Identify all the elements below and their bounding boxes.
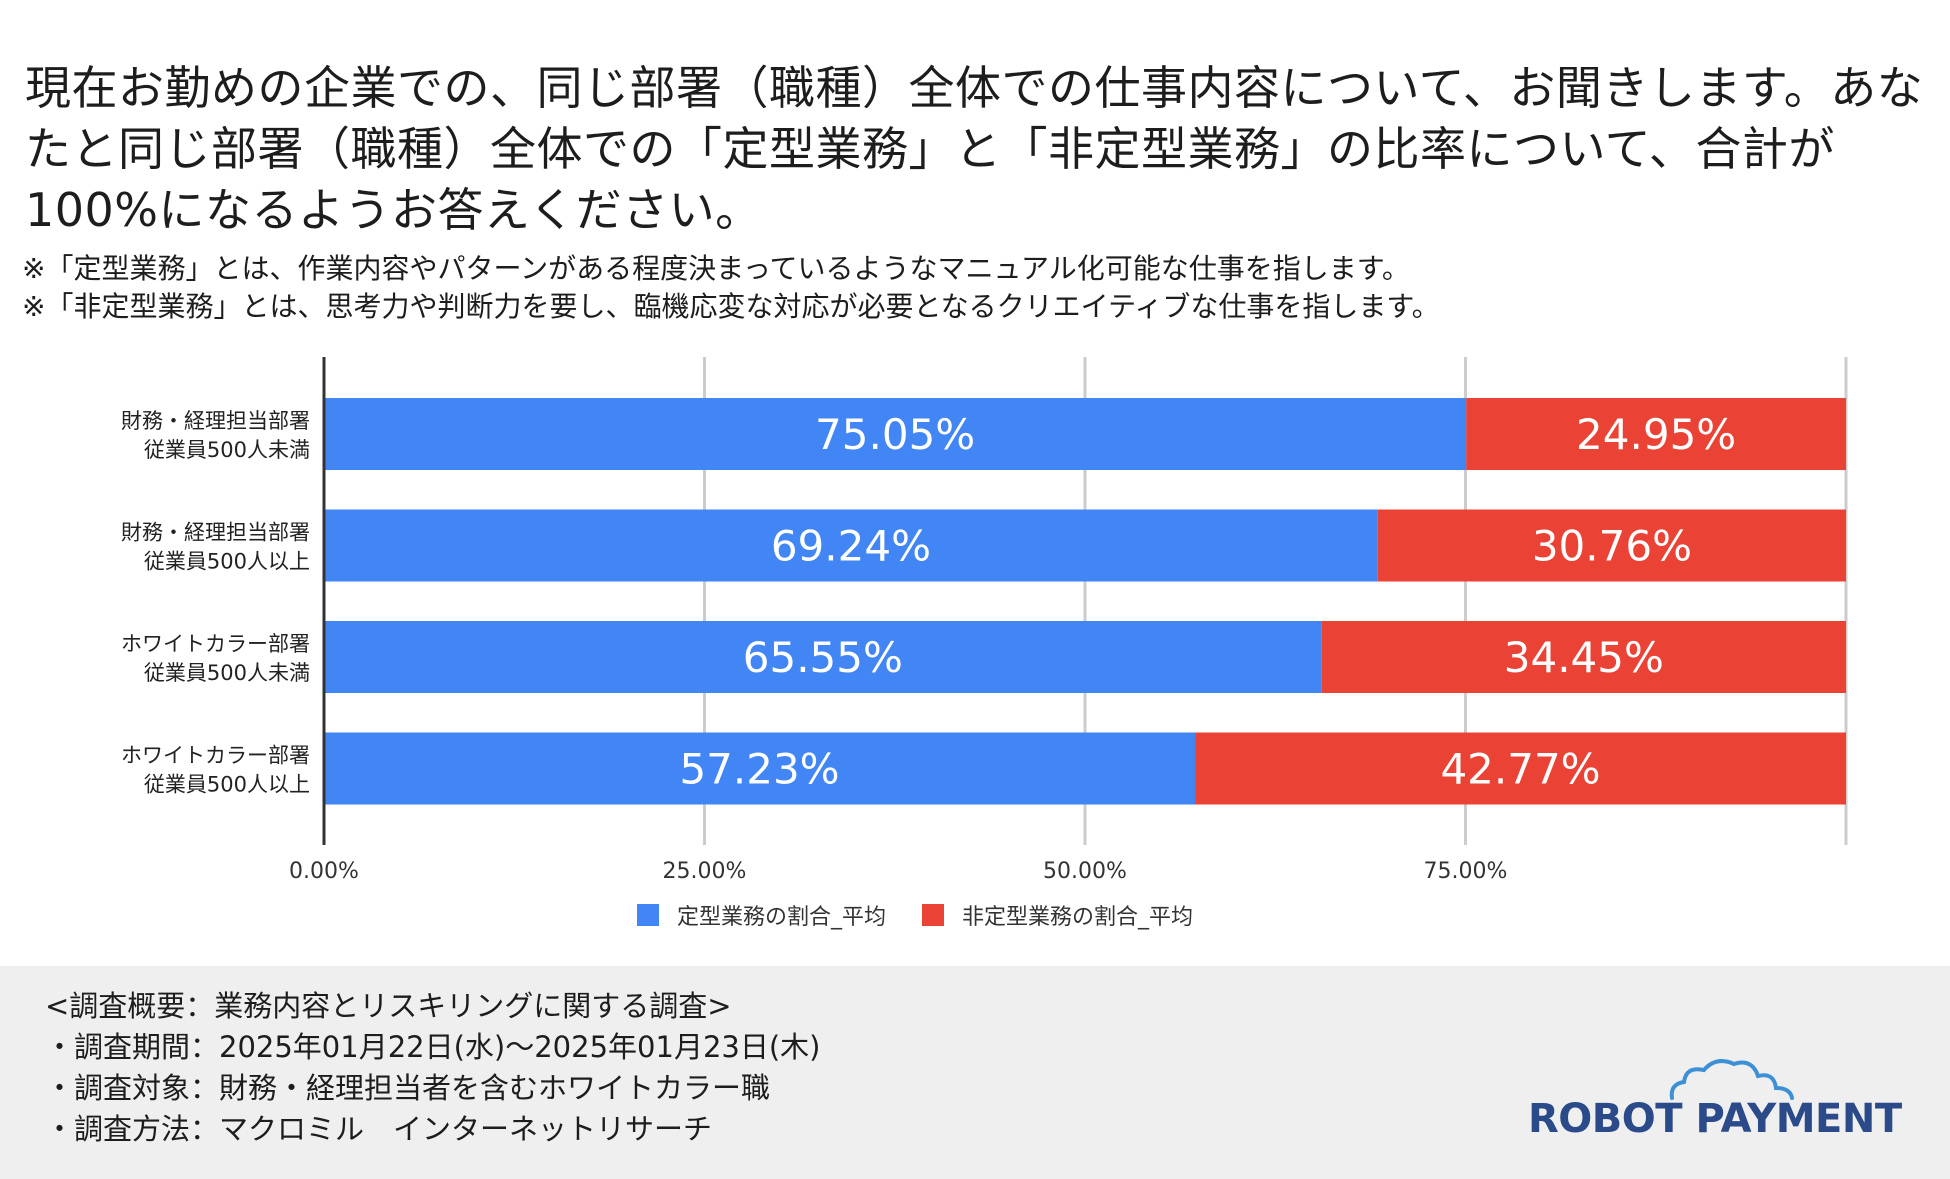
bar-label-hiteikei: 42.77% bbox=[1440, 745, 1600, 794]
category-label: 従業員500人以上 bbox=[144, 773, 310, 797]
survey-target: ・調査対象：財務・経理担当者を含むホワイトカラー職 bbox=[45, 1071, 771, 1105]
bar-label-hiteikei: 24.95% bbox=[1576, 410, 1736, 459]
category-label: 従業員500人未満 bbox=[144, 438, 310, 462]
chart-title: 現在お勤めの企業での、同じ部署（職種）全体での仕事内容について、お聞きします。あ… bbox=[25, 61, 1924, 237]
bar-label-teikei: 57.23% bbox=[679, 745, 839, 794]
x-tick-label: 0.00% bbox=[289, 859, 359, 884]
category-label: ホワイトカラー部署 bbox=[121, 744, 310, 768]
robot-payment-logo: ROBOT PAYMENT bbox=[1528, 1054, 1902, 1154]
x-tick-label: 25.00% bbox=[663, 859, 747, 884]
legend-label-teikei: 定型業務の割合_平均 bbox=[677, 905, 887, 930]
legend-swatch-teikei bbox=[637, 904, 659, 926]
note-teikei: ※「定型業務」とは、作業内容やパターンがある程度決まっているようなマニュアル化可… bbox=[22, 252, 1410, 285]
bar-hiteikei bbox=[1466, 398, 1846, 470]
x-tick-label: 50.00% bbox=[1043, 859, 1127, 884]
category-label: ホワイトカラー部署 bbox=[121, 632, 310, 656]
bar-hiteikei bbox=[1195, 732, 1846, 805]
survey-footer: <調査概要：業務内容とリスキリングに関する調査> ・調査期間：2025年01月2… bbox=[0, 966, 1950, 1179]
bar-teikei bbox=[324, 732, 1196, 805]
survey-heading: <調査概要：業務内容とリスキリングに関する調査> bbox=[45, 989, 732, 1023]
bar-label-hiteikei: 34.45% bbox=[1504, 633, 1664, 682]
bar-label-teikei: 75.05% bbox=[815, 410, 975, 459]
category-label: 財務・経理担当部署 bbox=[121, 409, 310, 433]
note-hiteikei: ※「非定型業務」とは、思考力や判断力を要し、臨機応変な対応が必要となるクリエイテ… bbox=[22, 290, 1440, 323]
x-tick-label: 75.00% bbox=[1424, 859, 1508, 884]
survey-period: ・調査期間：2025年01月22日(水)〜2025年01月23日(木) bbox=[45, 1030, 821, 1064]
legend-label-hiteikei: 非定型業務の割合_平均 bbox=[962, 905, 1194, 930]
bar-hiteikei bbox=[1377, 509, 1846, 582]
survey-overview: <調査概要：業務内容とリスキリングに関する調査> ・調査期間：2025年01月2… bbox=[45, 986, 820, 1150]
legend-swatch-hiteikei bbox=[922, 904, 945, 926]
bar-label-teikei: 69.24% bbox=[771, 522, 931, 571]
category-label: 従業員500人未満 bbox=[144, 661, 310, 685]
category-label: 従業員500人以上 bbox=[144, 550, 310, 574]
legend-item-teikei: 定型業務の割合_平均 bbox=[637, 899, 886, 931]
bar-teikei bbox=[324, 398, 1467, 470]
category-label: 財務・経理担当部署 bbox=[121, 521, 310, 545]
bar-label-hiteikei: 30.76% bbox=[1532, 522, 1692, 571]
legend: 定型業務の割合_平均 非定型業務の割合_平均 bbox=[637, 899, 1229, 931]
bar-label-teikei: 65.55% bbox=[743, 633, 903, 682]
logo-text: ROBOT PAYMENT bbox=[1528, 1096, 1902, 1142]
survey-method: ・調査方法：マクロミル インターネットリサーチ bbox=[45, 1112, 713, 1146]
legend-item-hiteikei: 非定型業務の割合_平均 bbox=[922, 899, 1193, 931]
cloud-icon bbox=[1669, 1059, 1794, 1100]
bar-teikei bbox=[324, 621, 1322, 693]
bar-teikei bbox=[324, 509, 1378, 582]
bar-hiteikei bbox=[1321, 621, 1846, 693]
